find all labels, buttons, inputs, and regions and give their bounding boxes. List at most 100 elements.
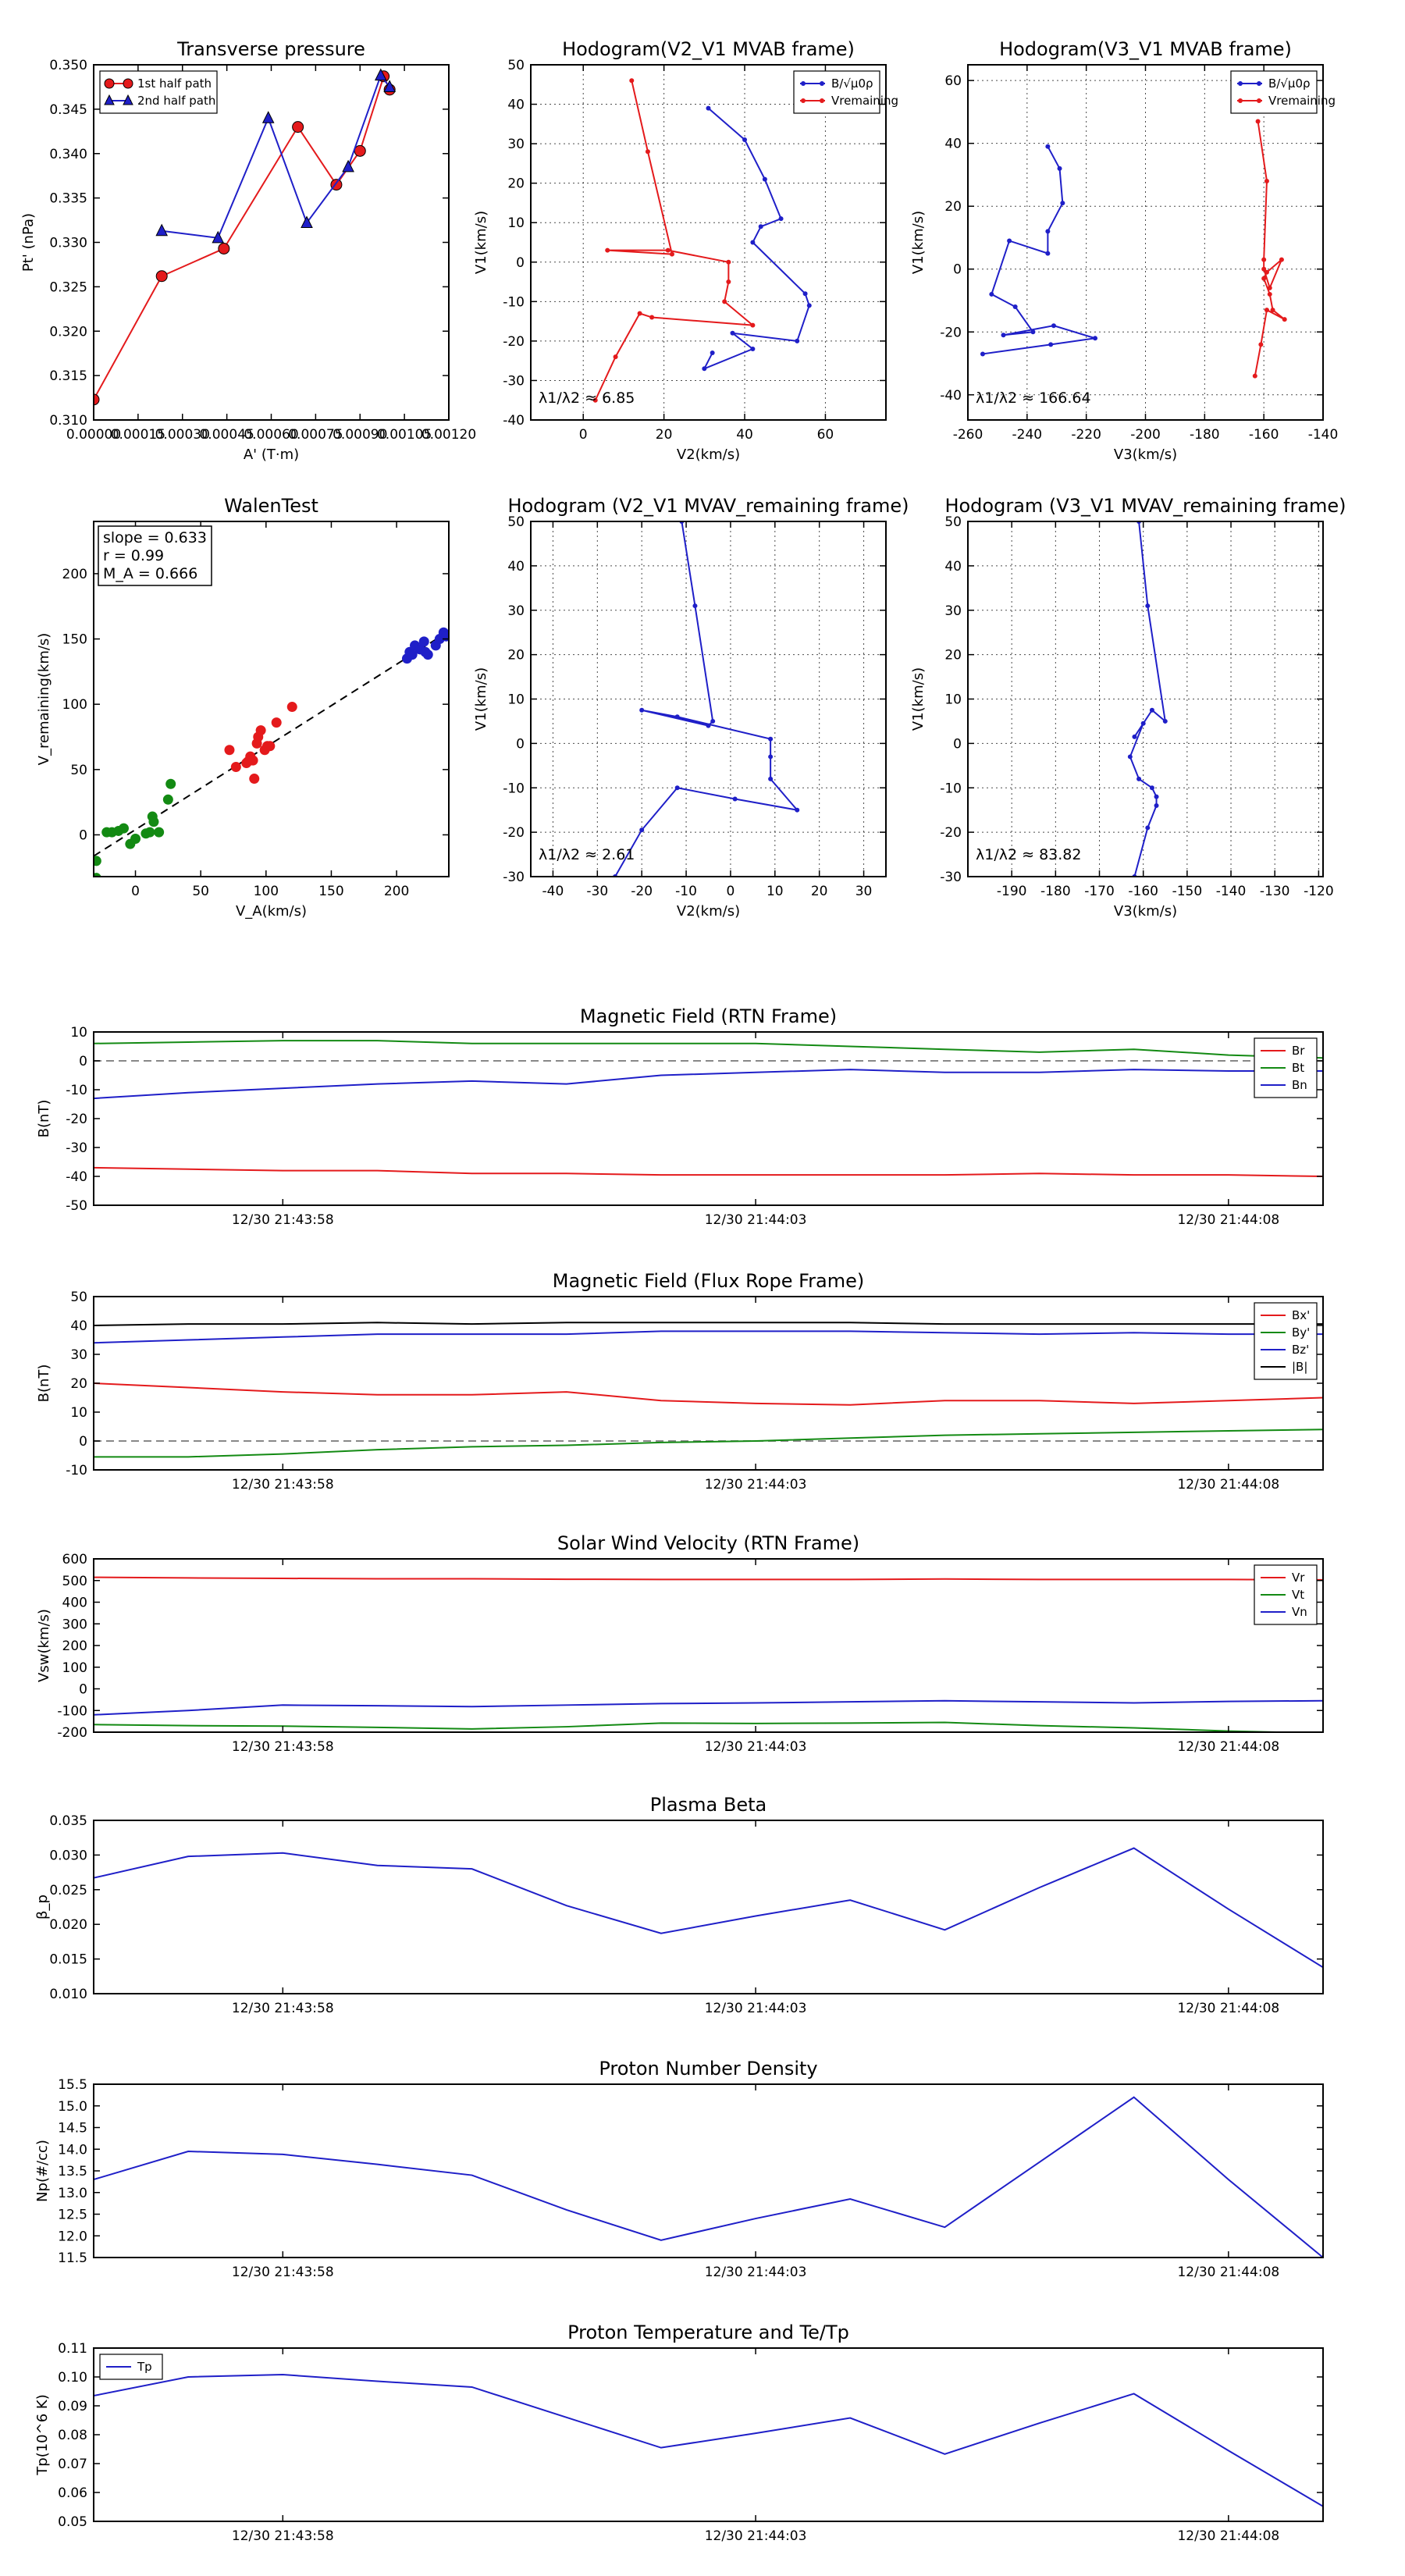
- y-tick-label: 50: [507, 58, 525, 73]
- chart-title: Transverse pressure: [176, 38, 365, 60]
- y-tick-label: 60: [944, 73, 962, 89]
- data-point: [702, 366, 707, 372]
- y-tick-label: 0.035: [49, 1813, 87, 1829]
- x-tick-label: 12/30 21:43:58: [232, 2265, 334, 2280]
- y-tick-label: 0.06: [58, 2485, 87, 2501]
- y-tick-label: -20: [503, 334, 525, 350]
- chart-title: WalenTest: [224, 495, 318, 517]
- legend-box: [1230, 70, 1318, 114]
- y-tick-label: -10: [940, 781, 962, 796]
- chart-walen: WalenTest 0 50 100 150 200 0 50 100 150 200 V_A(km/…: [36, 495, 450, 920]
- series-Br: [94, 1166, 1323, 1177]
- data-point: [768, 736, 774, 742]
- y-tick-label: 12.0: [58, 2229, 87, 2244]
- data-point: [1045, 144, 1051, 149]
- series-By': [94, 1429, 1323, 1458]
- data-point: [253, 731, 264, 742]
- y-tick-label: 50: [70, 763, 87, 778]
- data-point: [1261, 266, 1267, 272]
- data-point: [592, 397, 598, 403]
- data-point: [1012, 304, 1018, 310]
- y-tick-label: 0.315: [49, 368, 87, 384]
- y-tick-label: 13.5: [58, 2164, 87, 2179]
- x-tick-label: -180: [1040, 884, 1071, 899]
- y-tick-label: 30: [70, 1347, 87, 1363]
- x-tick-label: -240: [1012, 427, 1043, 443]
- data-point: [1267, 291, 1272, 297]
- data-point: [1001, 333, 1006, 338]
- data-point: [629, 78, 635, 84]
- y-tick-label: 0: [516, 255, 525, 271]
- x-tick-label: 12/30 21:43:58: [232, 1212, 334, 1228]
- data-point: [155, 270, 168, 283]
- y-tick-label: -40: [940, 388, 962, 404]
- data-point: [665, 247, 670, 253]
- legend-label: Vn: [1292, 1605, 1307, 1619]
- data-point: [762, 176, 767, 182]
- data-point: [265, 741, 276, 752]
- y-tick-label: 14.0: [58, 2142, 87, 2158]
- y-tick-label: 13.0: [58, 2186, 87, 2201]
- axes-frame: [530, 521, 887, 877]
- series-line: [94, 1322, 1323, 1326]
- y-tick-label: 11.5: [58, 2250, 87, 2266]
- y-tick-label: 0.310: [49, 413, 87, 429]
- y-tick-label: 15.0: [58, 2099, 87, 2115]
- x-tick-label: 50: [192, 884, 209, 899]
- legend-marker: [1238, 81, 1243, 86]
- y-tick-label: 50: [944, 514, 962, 530]
- data-point: [1093, 336, 1098, 341]
- x-tick-label: 12/30 21:44:03: [705, 2001, 807, 2016]
- x-tick-label: -10: [675, 884, 697, 899]
- data-point: [989, 291, 994, 297]
- y-axis-label: Pt' (nPa): [20, 213, 37, 272]
- y-tick-label: 0.07: [58, 2457, 87, 2472]
- data-point: [1270, 308, 1275, 313]
- y-tick-label: 0.10: [58, 2370, 87, 2386]
- data-point: [730, 330, 735, 336]
- y-tick-label: 10: [70, 1405, 87, 1421]
- data-point: [1154, 794, 1159, 799]
- x-tick-label: 0: [579, 427, 588, 443]
- y-tick-label: 0.020: [49, 1917, 87, 1933]
- x-axis-label: V3(km/s): [1114, 903, 1177, 920]
- y-tick-label: 500: [62, 1574, 87, 1589]
- annotation-box: [98, 525, 212, 586]
- chart-title: Proton Number Density: [599, 2058, 817, 2080]
- series-red: [224, 702, 297, 785]
- annotation-text: slope = 0.633: [103, 529, 207, 546]
- x-tick-label: -130: [1260, 884, 1290, 899]
- legend-label: Bn: [1292, 1078, 1307, 1092]
- legend-marker: [801, 81, 806, 86]
- legend-label: |B|: [1292, 1360, 1307, 1374]
- data-point: [1145, 603, 1151, 609]
- x-tick-label: 150: [318, 884, 343, 899]
- axes-frame: [93, 521, 450, 877]
- data-point: [1048, 342, 1054, 347]
- data-point: [407, 649, 418, 660]
- series-beta: [94, 1847, 1323, 1969]
- y-tick-label: 0.330: [49, 236, 87, 251]
- y-tick-label: 0: [953, 262, 962, 278]
- y-tick-label: -30: [66, 1140, 87, 1156]
- y-tick-label: 100: [62, 697, 87, 713]
- y-tick-label: 600: [62, 1552, 87, 1567]
- legend-label: B/√μ0ρ: [1268, 76, 1311, 91]
- legend-label: Bt: [1292, 1061, 1304, 1075]
- series-V: [613, 521, 800, 877]
- chart-title: Proton Temperature and Te/Tp: [567, 2322, 849, 2343]
- x-tick-label: 12/30 21:44:08: [1177, 2265, 1279, 2280]
- data-point: [726, 279, 731, 285]
- legend: Vr Vt Vn: [1254, 1564, 1318, 1625]
- data-point: [242, 756, 253, 767]
- data-point: [420, 646, 431, 657]
- x-tick-label: 0.00060: [244, 427, 298, 443]
- y-tick-label: 0: [79, 827, 87, 843]
- y-tick-label: 0.09: [58, 2399, 87, 2414]
- chart-title: Hodogram(V3_V1 MVAB frame): [999, 38, 1292, 60]
- x-tick-label: 30: [855, 884, 873, 899]
- x-tick-label: 60: [817, 427, 834, 443]
- x-axis-label: V2(km/s): [677, 447, 740, 463]
- data-point: [645, 149, 650, 155]
- legend-marker: [820, 81, 824, 86]
